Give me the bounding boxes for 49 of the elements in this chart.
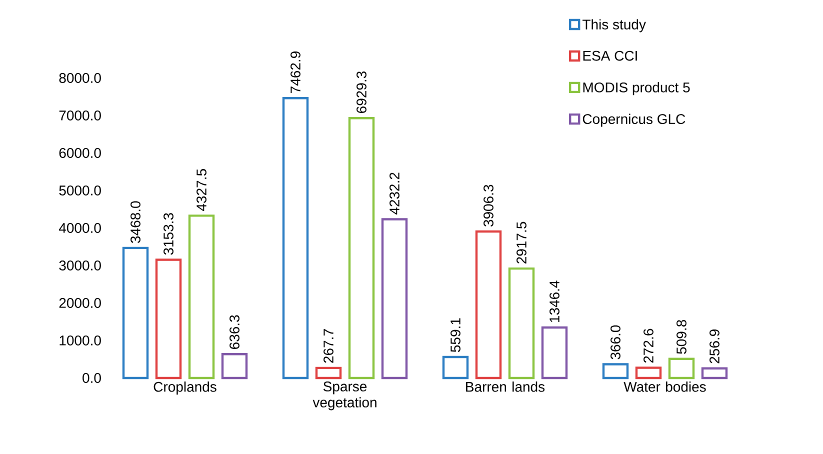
data-label: 3153.3 <box>164 213 174 255</box>
data-label: 3468.0 <box>130 201 140 243</box>
y-tick-label: 7000.0 <box>59 110 101 120</box>
x-tick-label: Water bodies <box>624 382 706 392</box>
x-tick-label: Croplands <box>154 382 216 395</box>
bar <box>701 367 728 380</box>
data-label: 6929.3 <box>356 72 366 114</box>
legend-label: ESA CCI <box>583 50 637 61</box>
data-label: 559.1 <box>450 318 460 352</box>
bar <box>155 258 182 380</box>
y-tick-label: 1000.0 <box>60 336 101 346</box>
bar <box>348 117 375 380</box>
data-label: 366.0 <box>610 325 620 360</box>
bar <box>188 214 215 380</box>
y-tick-label: 5000.0 <box>59 186 101 196</box>
legend-label: This study <box>582 19 646 32</box>
bar <box>508 267 535 380</box>
y-tick-label: 8000.0 <box>59 73 101 83</box>
y-tick-label: 2000.0 <box>59 298 101 308</box>
bar <box>602 363 629 380</box>
y-tick-label: 4000.0 <box>58 223 101 233</box>
bar <box>442 356 469 380</box>
data-label: 272.6 <box>644 328 654 363</box>
bar <box>668 358 695 380</box>
data-label: 4327.5 <box>196 169 206 211</box>
legend-label: Copernicus GLC <box>582 114 686 127</box>
bar <box>282 97 309 380</box>
data-label: 7462.9 <box>290 52 300 93</box>
bar <box>315 366 342 380</box>
legend-label: MODIS product 5 <box>583 82 690 96</box>
data-label: 256.9 <box>710 330 720 364</box>
y-tick-label: 6000.0 <box>59 148 101 158</box>
data-label: 1346.4 <box>550 280 560 322</box>
data-label: 2917.5 <box>516 222 526 264</box>
x-tick-label: Barren lands <box>466 382 545 392</box>
data-label: 636.3 <box>230 315 240 349</box>
data-label: 3906.3 <box>484 184 494 227</box>
bar <box>381 218 408 380</box>
x-tick-label: Sparse vegetation <box>312 382 376 410</box>
bar <box>221 353 248 380</box>
bar <box>475 230 502 380</box>
data-label: 509.8 <box>676 320 686 354</box>
bar <box>635 366 662 380</box>
y-tick-label: 0.0 <box>82 373 101 383</box>
data-label: 267.7 <box>324 329 334 363</box>
data-label: 4232.2 <box>390 172 400 215</box>
bar <box>541 326 568 380</box>
y-tick-label: 3000.0 <box>59 260 101 270</box>
bar <box>122 246 149 380</box>
